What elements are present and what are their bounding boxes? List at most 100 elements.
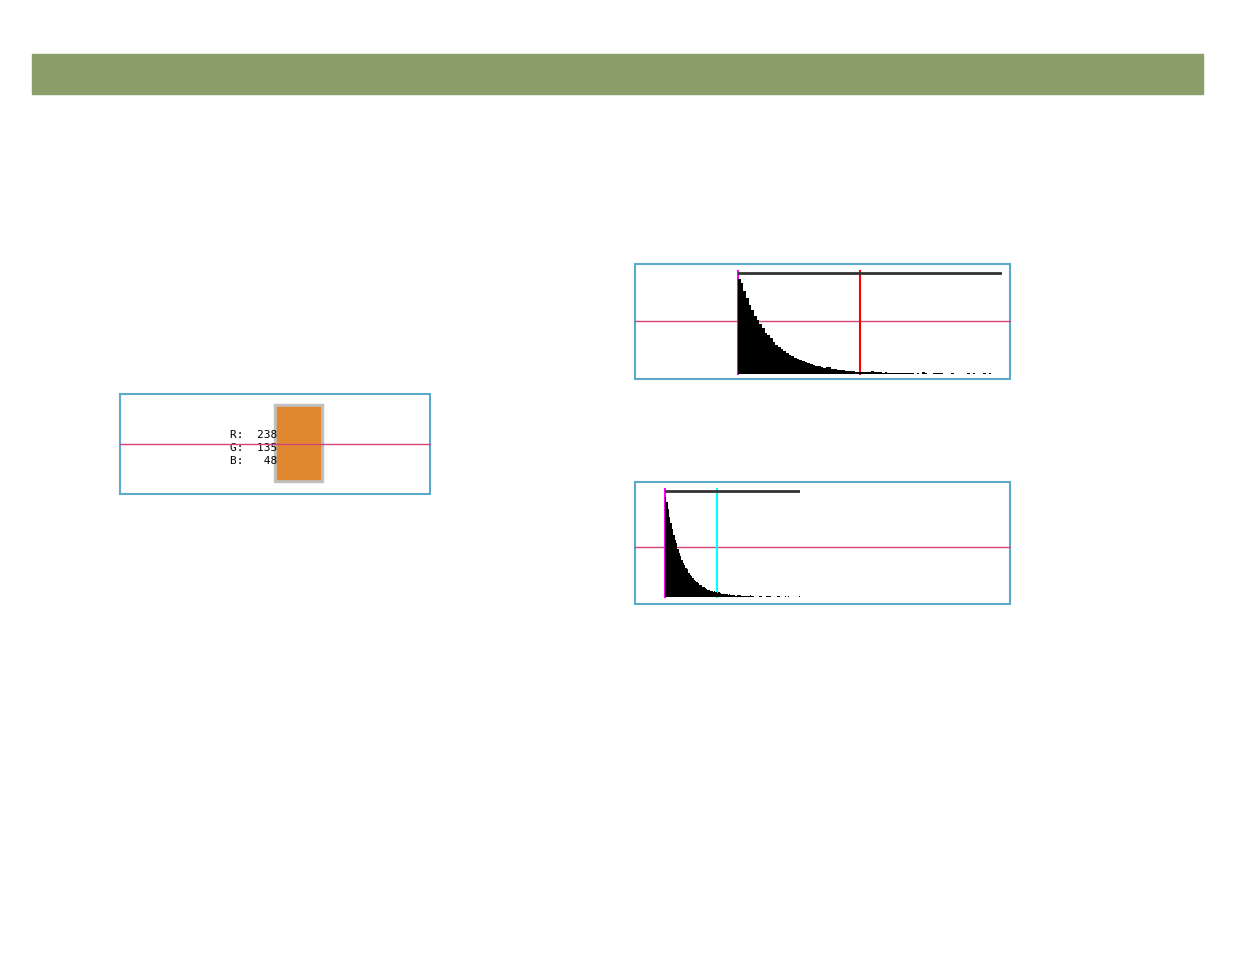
Bar: [856, 373, 858, 375]
Bar: [797, 359, 799, 375]
Bar: [714, 592, 715, 598]
Bar: [818, 367, 821, 375]
Bar: [746, 299, 748, 375]
Bar: [682, 560, 683, 598]
Bar: [757, 320, 760, 375]
Bar: [762, 329, 764, 375]
Bar: [680, 557, 682, 598]
Bar: [792, 356, 794, 375]
Bar: [815, 367, 818, 375]
Bar: [709, 591, 710, 598]
Text: B:   48: B: 48: [230, 456, 277, 465]
Bar: [766, 597, 767, 598]
Bar: [674, 540, 676, 598]
Bar: [690, 577, 693, 598]
Bar: [732, 596, 734, 598]
Bar: [872, 372, 874, 375]
Bar: [722, 595, 724, 598]
Bar: [866, 373, 868, 375]
Bar: [708, 590, 709, 598]
Bar: [698, 583, 699, 598]
Bar: [679, 553, 680, 598]
Bar: [672, 530, 673, 598]
Bar: [673, 536, 674, 598]
Bar: [739, 596, 740, 598]
Bar: [785, 354, 789, 375]
Bar: [724, 595, 725, 598]
Bar: [635, 265, 1010, 379]
Bar: [664, 497, 667, 598]
Bar: [794, 358, 797, 375]
Bar: [695, 581, 697, 598]
Bar: [669, 517, 671, 598]
Bar: [735, 596, 736, 598]
Bar: [781, 350, 783, 375]
Bar: [704, 589, 706, 598]
Bar: [701, 587, 703, 598]
Bar: [805, 363, 808, 375]
Bar: [842, 371, 845, 375]
Bar: [778, 348, 781, 375]
Bar: [677, 550, 679, 598]
Bar: [741, 597, 742, 598]
Bar: [688, 573, 689, 598]
Bar: [764, 334, 767, 375]
Bar: [277, 408, 320, 479]
Bar: [737, 596, 739, 598]
Bar: [877, 373, 879, 375]
Bar: [671, 523, 672, 598]
Bar: [685, 569, 687, 598]
Bar: [799, 361, 802, 375]
Bar: [697, 582, 698, 598]
Bar: [923, 373, 925, 375]
Bar: [694, 580, 695, 598]
Bar: [684, 565, 685, 598]
Bar: [767, 335, 769, 375]
Bar: [836, 371, 840, 375]
Bar: [700, 586, 701, 598]
Bar: [725, 595, 726, 598]
Bar: [741, 284, 743, 375]
Bar: [635, 482, 1010, 604]
Bar: [689, 576, 690, 598]
Bar: [727, 596, 729, 598]
Bar: [847, 372, 850, 375]
Bar: [739, 279, 741, 375]
Bar: [831, 369, 834, 375]
Bar: [740, 596, 741, 598]
Bar: [874, 373, 877, 375]
Text: R:  238: R: 238: [230, 430, 277, 439]
Bar: [760, 325, 762, 375]
Bar: [789, 355, 792, 375]
Bar: [716, 594, 719, 598]
Bar: [703, 588, 704, 598]
Bar: [755, 316, 757, 375]
Bar: [813, 365, 815, 375]
Bar: [840, 371, 842, 375]
Bar: [852, 372, 856, 375]
Bar: [734, 596, 735, 598]
Bar: [687, 570, 688, 598]
Bar: [274, 405, 324, 482]
Bar: [748, 305, 751, 375]
Bar: [863, 373, 866, 375]
Bar: [868, 373, 872, 375]
Bar: [667, 502, 668, 598]
Bar: [903, 374, 906, 375]
Bar: [721, 595, 722, 598]
Bar: [742, 597, 745, 598]
Bar: [882, 374, 884, 375]
Bar: [858, 373, 861, 375]
Bar: [719, 593, 720, 598]
Bar: [776, 345, 778, 375]
Bar: [829, 368, 831, 375]
Bar: [826, 368, 829, 375]
Bar: [711, 592, 713, 598]
Bar: [751, 311, 755, 375]
Bar: [845, 372, 847, 375]
Bar: [834, 370, 836, 375]
Bar: [821, 368, 824, 375]
Bar: [730, 596, 732, 598]
Bar: [676, 543, 677, 598]
Bar: [879, 373, 882, 375]
